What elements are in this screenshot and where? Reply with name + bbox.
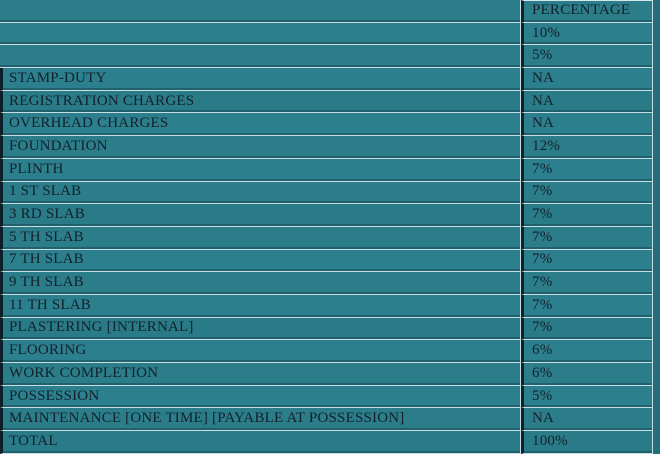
- table-row: 3 RD SLAB 7%: [0, 204, 652, 227]
- row-label-cell: TOTAL: [0, 431, 521, 454]
- row-value-cell: 7%: [521, 158, 652, 182]
- row-value-cell: 10%: [521, 22, 652, 46]
- row-value-cell: 7%: [521, 204, 652, 227]
- row-value-cell: 7%: [521, 226, 652, 250]
- row-label-cell: WORK COMPLETION: [0, 363, 521, 386]
- row-value-cell: 5%: [521, 385, 652, 409]
- table-row: WORK COMPLETION 6%: [0, 363, 652, 386]
- row-label-cell: FLOORING: [0, 340, 521, 363]
- row-label-cell: 9 TH SLAB: [0, 272, 521, 295]
- table-row: PLINTH 7%: [0, 158, 652, 182]
- row-value-cell: 6%: [521, 340, 652, 363]
- row-value-cell: NA: [521, 68, 652, 91]
- row-value-cell: 5%: [521, 45, 652, 69]
- row-label-cell: 1 ST SLAB: [0, 181, 521, 205]
- row-label-cell: [0, 45, 521, 69]
- row-value-cell: 7%: [521, 272, 652, 295]
- row-label-cell: REGISTRATION CHARGES: [0, 90, 521, 114]
- table-row: PLASTERING [INTERNAL] 7%: [0, 317, 652, 341]
- table-row: 11 TH SLAB 7%: [0, 294, 652, 318]
- percentage-header-cell: PERCENTAGE: [521, 0, 652, 23]
- row-label-cell: PLINTH: [0, 158, 521, 182]
- table-row: REGISTRATION CHARGES NA: [0, 90, 652, 114]
- row-label-cell: MAINTENANCE [ONE TIME] [PAYABLE AT POSSE…: [0, 408, 521, 432]
- table-header-row: PERCENTAGE: [0, 0, 652, 23]
- header-label-cell: [0, 0, 521, 23]
- table-row: MAINTENANCE [ONE TIME] [PAYABLE AT POSSE…: [0, 408, 652, 432]
- table-row: STAMP-DUTY NA: [0, 68, 652, 91]
- row-value-cell: 100%: [521, 431, 652, 454]
- row-value-cell: 7%: [521, 317, 652, 341]
- row-label-cell: 3 RD SLAB: [0, 204, 521, 227]
- table-row: 5 TH SLAB 7%: [0, 226, 652, 250]
- table-row: TOTAL 100%: [0, 431, 652, 454]
- row-value-cell: NA: [521, 90, 652, 114]
- row-label-cell: OVERHEAD CHARGES: [0, 113, 521, 137]
- row-label-cell: STAMP-DUTY: [0, 68, 521, 91]
- table-row: FOUNDATION 12%: [0, 136, 652, 159]
- table-row: 10%: [0, 22, 652, 46]
- table-row: 5%: [0, 45, 652, 69]
- table-row: FLOORING 6%: [0, 340, 652, 363]
- row-value-cell: NA: [521, 408, 652, 432]
- row-value-cell: NA: [521, 113, 652, 137]
- row-label-cell: [0, 22, 521, 46]
- row-value-cell: 7%: [521, 181, 652, 205]
- row-value-cell: 7%: [521, 249, 652, 273]
- table-row: 1 ST SLAB 7%: [0, 181, 652, 205]
- table-row: 7 TH SLAB 7%: [0, 249, 652, 273]
- row-label-cell: PLASTERING [INTERNAL]: [0, 317, 521, 341]
- row-label-cell: 7 TH SLAB: [0, 249, 521, 273]
- row-label-cell: FOUNDATION: [0, 136, 521, 159]
- row-value-cell: 12%: [521, 136, 652, 159]
- row-label-cell: POSSESSION: [0, 385, 521, 409]
- row-value-cell: 6%: [521, 363, 652, 386]
- table-row: POSSESSION 5%: [0, 385, 652, 409]
- table-row: OVERHEAD CHARGES NA: [0, 113, 652, 137]
- table-row: 9 TH SLAB 7%: [0, 272, 652, 295]
- row-label-cell: 5 TH SLAB: [0, 226, 521, 250]
- row-label-cell: 11 TH SLAB: [0, 294, 521, 318]
- row-value-cell: 7%: [521, 294, 652, 318]
